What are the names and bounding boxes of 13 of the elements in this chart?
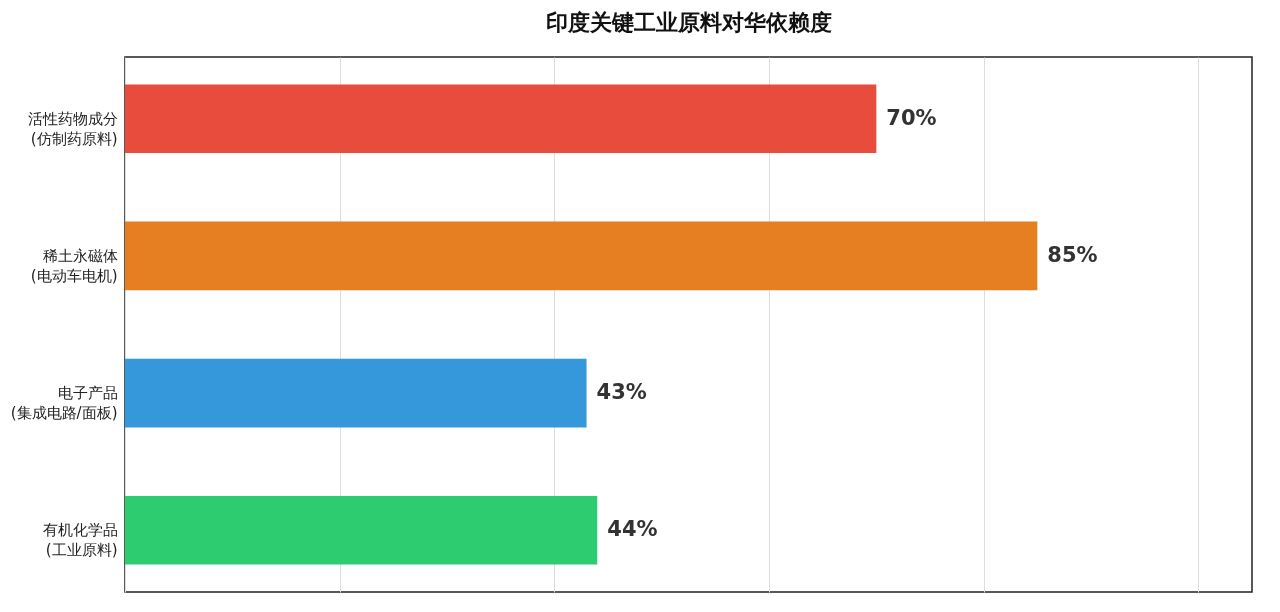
y-tick-label: 有机化学品 (工业原料) (42, 521, 118, 560)
data-label: 85% (1047, 242, 1098, 267)
bar (125, 84, 877, 154)
chart-title: 印度关键工业原料对华依赖度 (545, 10, 832, 35)
data-label: 70% (886, 105, 937, 130)
y-tick-label: 活性药物成分 (仿制药原料) (27, 109, 118, 148)
y-tick-label: 电子产品 (集成电路/面板) (10, 384, 118, 423)
y-tick-label: 稀土永磁体 (电动车电机) (30, 246, 118, 285)
bar (125, 495, 598, 565)
data-label: 44% (607, 517, 658, 542)
data-label: 43% (596, 380, 647, 405)
bar (125, 358, 587, 428)
bar (125, 221, 1038, 291)
